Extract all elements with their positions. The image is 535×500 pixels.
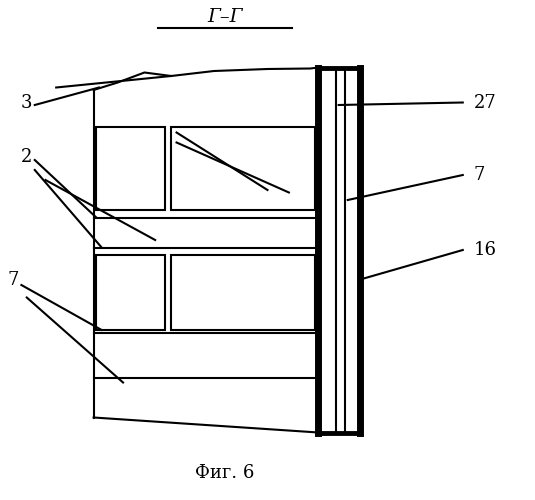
Text: 2: 2 [21, 148, 33, 166]
Text: Фиг. 6: Фиг. 6 [195, 464, 254, 481]
Bar [96, 255, 165, 330]
Bar [171, 255, 315, 330]
Text: 7: 7 [7, 271, 19, 289]
Text: 3: 3 [21, 94, 33, 112]
Text: 7: 7 [473, 166, 485, 184]
Bar [96, 128, 165, 210]
Text: Г–Г: Г–Г [207, 8, 242, 26]
Text: 16: 16 [473, 241, 496, 259]
Text: 27: 27 [473, 94, 496, 112]
Bar [171, 128, 315, 210]
